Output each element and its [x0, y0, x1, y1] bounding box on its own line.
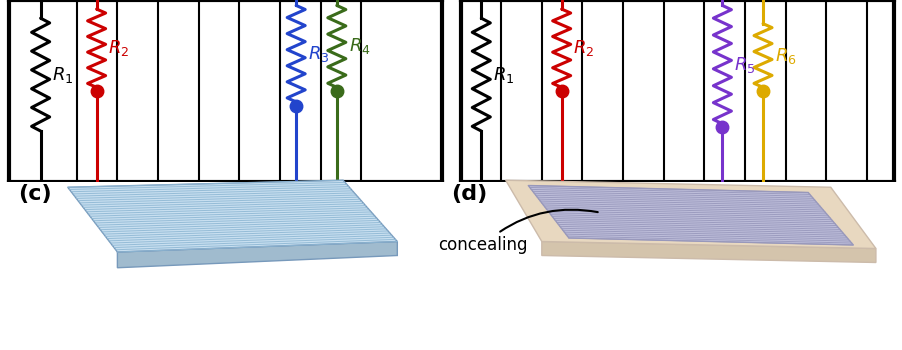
Polygon shape: [68, 180, 397, 252]
Text: $R_{2}$: $R_{2}$: [573, 38, 594, 58]
Text: (c): (c): [18, 184, 51, 204]
Text: $R_{5}$: $R_{5}$: [733, 55, 755, 75]
Text: $R_{1}$: $R_{1}$: [52, 65, 74, 85]
Polygon shape: [505, 180, 875, 248]
Text: concealing: concealing: [437, 210, 597, 254]
Text: $R_{3}$: $R_{3}$: [308, 44, 329, 64]
Text: $R_{2}$: $R_{2}$: [108, 38, 130, 58]
Polygon shape: [528, 186, 852, 245]
Text: $R_{6}$: $R_{6}$: [774, 46, 796, 65]
Text: $R_{1}$: $R_{1}$: [492, 65, 514, 85]
Polygon shape: [117, 241, 397, 268]
Text: $R_{4}$: $R_{4}$: [348, 36, 370, 56]
Polygon shape: [541, 241, 875, 262]
Text: (d): (d): [451, 184, 487, 204]
